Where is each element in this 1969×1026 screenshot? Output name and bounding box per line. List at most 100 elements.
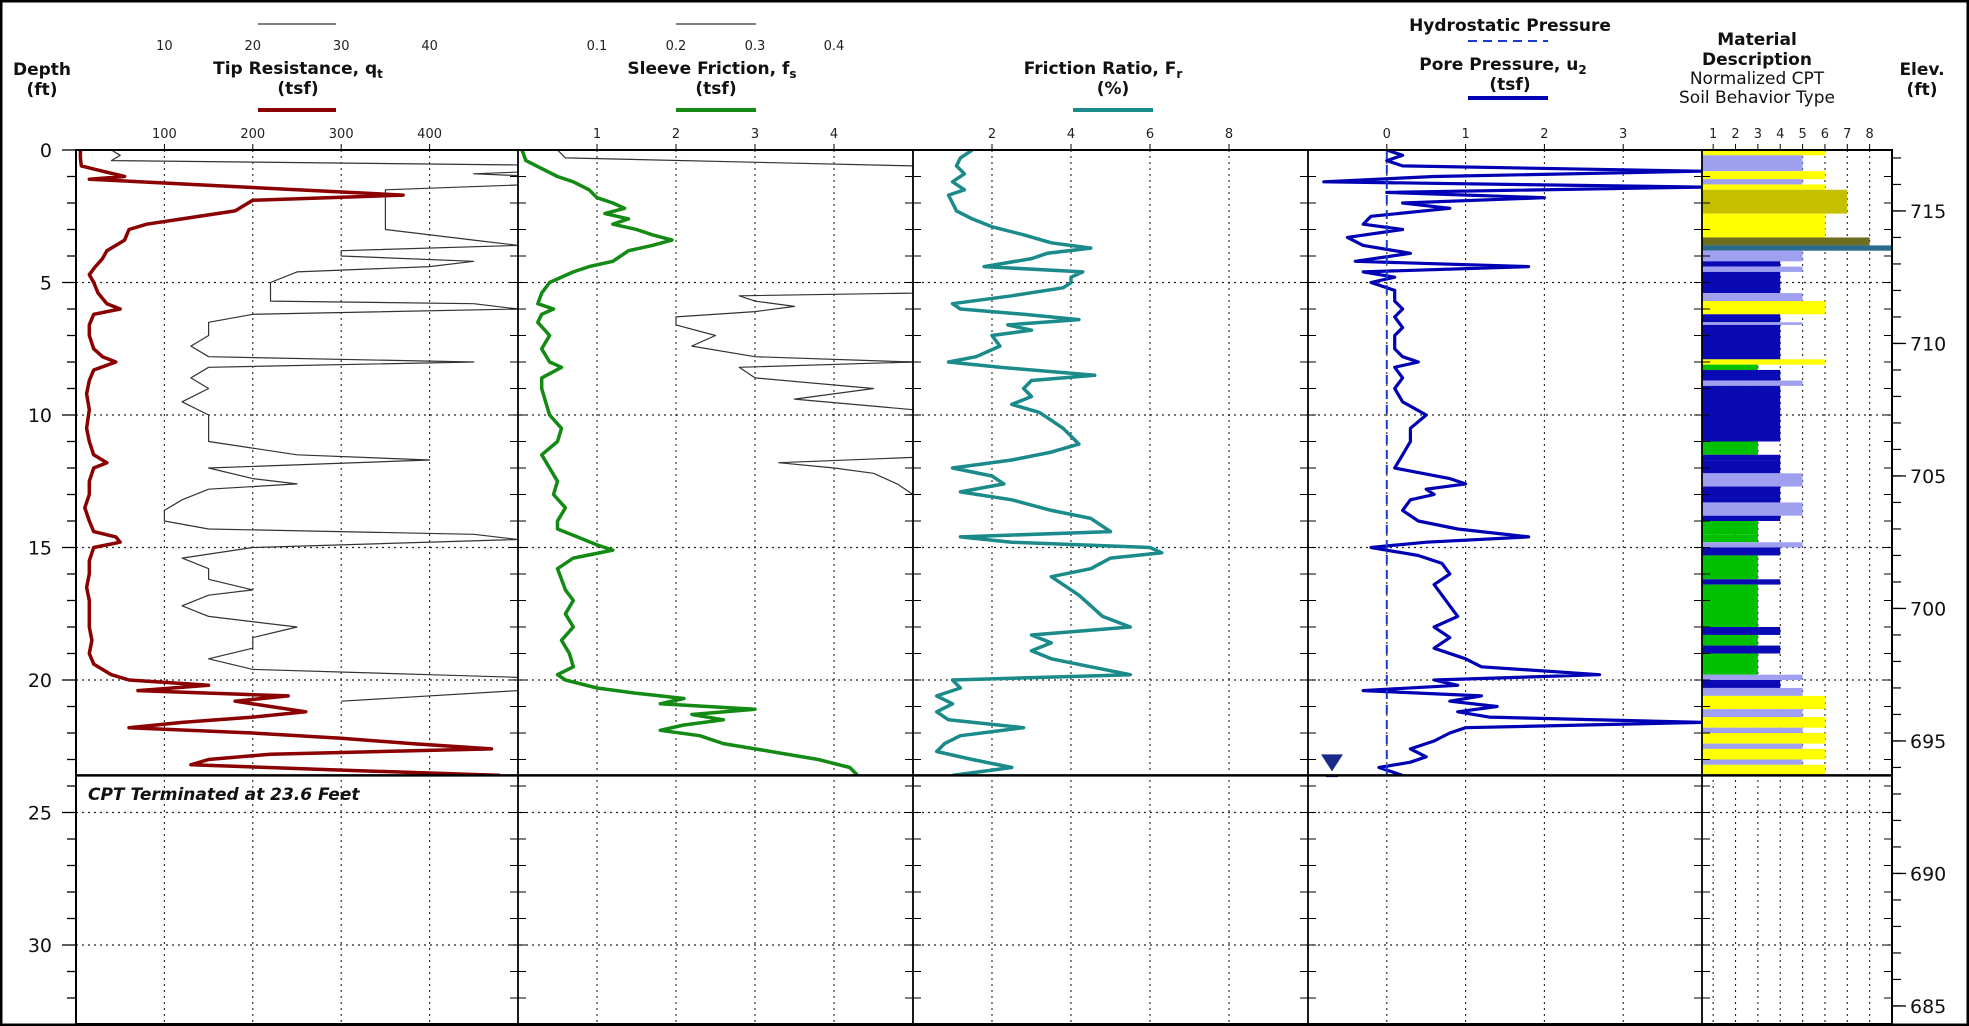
elev-tick-label: 690: [1910, 863, 1946, 885]
hydro-title: Hydrostatic Pressure: [1409, 16, 1611, 36]
sbt-band: [1702, 364, 1758, 370]
secondary-tick-label: 30: [333, 39, 350, 54]
elev-tick-label: 700: [1910, 598, 1946, 620]
depth-tick-label: 10: [28, 405, 52, 427]
header: Depth (ft) Elev. (ft) Tip Resistance, qt…: [13, 16, 1945, 112]
sbt-band: [1702, 634, 1758, 646]
primary-tick-label: 4: [830, 127, 838, 142]
depth-tick-label: 0: [40, 140, 52, 162]
sbt-band: [1702, 266, 1803, 272]
sbt-band: [1702, 695, 1825, 710]
secondary-series-line: [110, 150, 518, 702]
series-line: [520, 150, 859, 776]
track-series-group: [1322, 150, 1702, 776]
sbt-band: [1702, 502, 1803, 516]
elev-tick-label: 710: [1910, 333, 1946, 355]
pore-unit: (tsf): [1489, 75, 1530, 95]
sbt-band: [1702, 460, 1781, 474]
sbt-band: [1702, 150, 1825, 156]
primary-tick-label: 4: [1776, 127, 1784, 142]
primary-tick-label: 2: [1540, 127, 1548, 142]
water-table-icon: [1321, 754, 1343, 772]
elev-title: Elev.: [1899, 60, 1944, 80]
sbt-band: [1702, 653, 1758, 675]
plot-frame: [75, 149, 1893, 1025]
sbt-band: [1702, 250, 1803, 262]
sbt-band: [1702, 687, 1803, 696]
primary-tick-label: 3: [1754, 127, 1762, 142]
elev-tick-label: 715: [1910, 201, 1946, 223]
sbt-band: [1702, 627, 1781, 635]
track-series-group: [934, 150, 1164, 776]
mat-sub-1: Normalized CPT: [1690, 69, 1825, 89]
series-line: [934, 150, 1164, 776]
sbt-band: [1702, 189, 1848, 214]
sbt-band: [1702, 748, 1825, 760]
primary-tick-label: 3: [751, 127, 759, 142]
sbt-band: [1702, 322, 1803, 325]
termination-note: CPT Terminated at 23.6 Feet: [88, 785, 360, 805]
series-line: [78, 150, 501, 776]
sbt-band: [1702, 717, 1825, 728]
grid-layer: [76, 150, 1892, 1024]
sbt-band: [1702, 454, 1781, 461]
primary-tick-label: 1: [1709, 127, 1717, 142]
tip-unit: (tsf): [277, 79, 318, 99]
sbt-band: [1702, 584, 1758, 627]
sbt-band: [1702, 515, 1781, 521]
sbt-band: [1702, 293, 1803, 302]
sbt-band: [1702, 473, 1803, 487]
secondary-tick-label: 0.2: [666, 39, 687, 54]
secondary-tick-label: 0.3: [745, 39, 766, 54]
depth-unit: (ft): [26, 80, 57, 100]
tip-title: Tip Resistance, qt: [213, 59, 383, 81]
depth-tick-label: 20: [28, 670, 52, 692]
data-layer: [78, 150, 1892, 778]
elev-unit: (ft): [1906, 80, 1937, 100]
sbt-band: [1702, 521, 1758, 535]
primary-tick-label: 1: [1461, 127, 1469, 142]
depth-tick-label: 15: [28, 538, 52, 560]
secondary-tick-label: 20: [245, 39, 262, 54]
series-line: [1322, 150, 1702, 776]
secondary-tick-label: 0.1: [587, 39, 608, 54]
sbt-band: [1702, 301, 1825, 315]
sleeve-unit: (tsf): [695, 79, 736, 99]
sbt-band: [1702, 385, 1781, 442]
depth-tick-label: 5: [40, 273, 52, 295]
sbt-band: [1702, 534, 1758, 543]
sbt-band: [1702, 171, 1825, 180]
secondary-tick-label: 40: [421, 39, 438, 54]
primary-tick-label: 2: [988, 127, 996, 142]
primary-tick-label: 2: [1731, 127, 1739, 142]
sbt-band: [1702, 237, 1870, 246]
primary-tick-label: 1: [593, 127, 601, 142]
primary-tick-label: 2: [672, 127, 680, 142]
secondary-tick-label: 10: [156, 39, 173, 54]
sbt-band: [1702, 245, 1892, 251]
fr-title: Friction Ratio, Fr: [1024, 59, 1183, 81]
sbt-band: [1702, 359, 1825, 365]
elev-tick-label: 705: [1910, 466, 1946, 488]
sbt-band: [1702, 271, 1781, 294]
sleeve-title: Sleeve Friction, fs: [627, 59, 796, 81]
mat-sub-2: Soil Behavior Type: [1679, 88, 1835, 108]
depth-title: Depth: [13, 60, 71, 80]
sbt-band: [1702, 764, 1825, 776]
sbt-band: [1702, 733, 1825, 744]
sbt-band: [1702, 179, 1803, 185]
elev-tick-label: 695: [1910, 731, 1946, 753]
primary-tick-label: 8: [1225, 127, 1233, 142]
sbt-band: [1702, 579, 1781, 585]
primary-tick-label: 100: [152, 127, 177, 142]
sbt-band: [1702, 709, 1803, 718]
sbt-band: [1702, 645, 1781, 654]
elev-tick-label: 685: [1910, 996, 1946, 1018]
track-series-group: [78, 150, 518, 776]
secondary-tick-label: 0.4: [824, 39, 845, 54]
sbt-band: [1702, 314, 1781, 323]
primary-tick-label: 6: [1146, 127, 1154, 142]
sbt-band: [1702, 184, 1825, 190]
sbt-band: [1702, 441, 1758, 455]
